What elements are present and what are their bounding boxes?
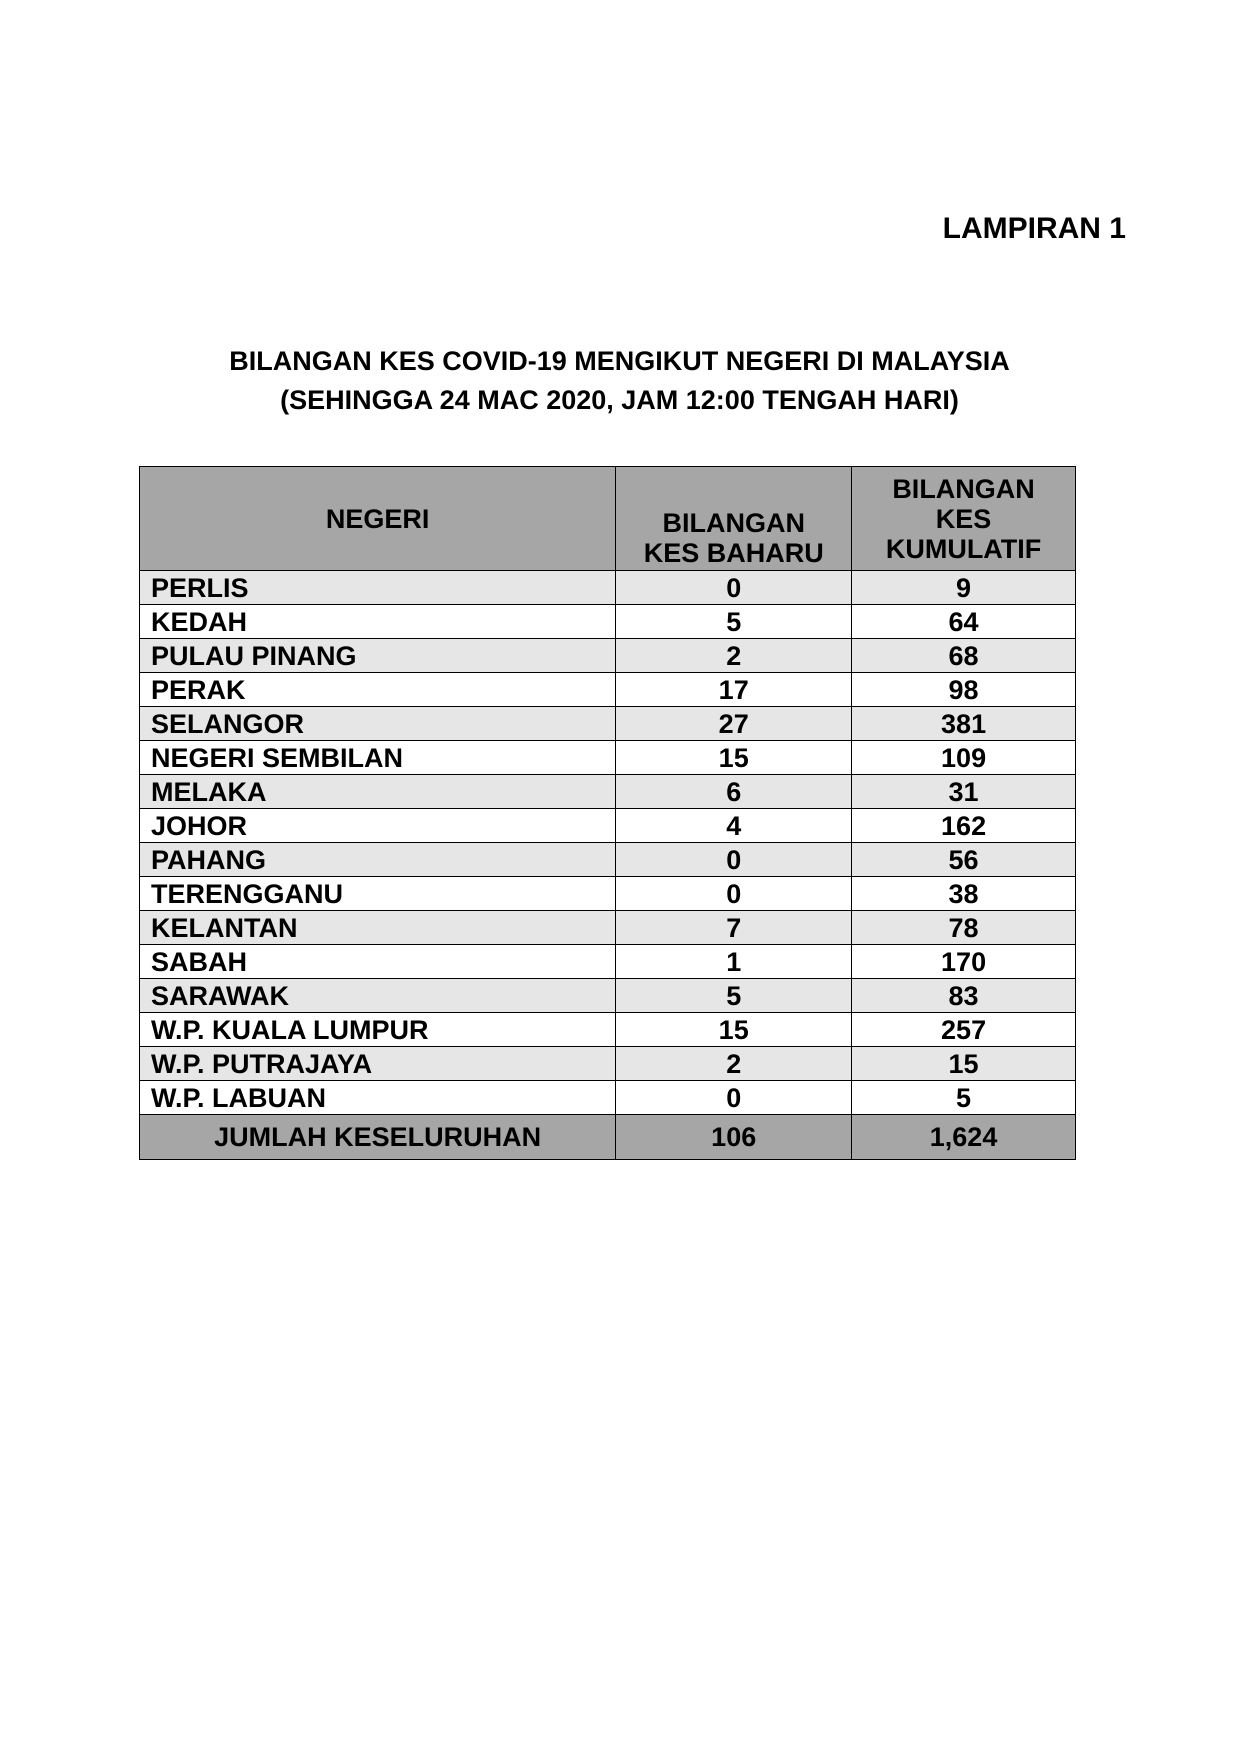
cumulative-cases-cell: 15 [851,1046,1076,1081]
table-row: PAHANG 0 56 [138,842,1076,877]
state-cell: PAHANG [138,842,617,877]
table-row: PERAK 17 98 [138,672,1076,707]
cumulative-cases-cell: 78 [851,910,1076,945]
table-row: PERLIS 0 9 [138,570,1076,605]
document-title: BILANGAN KES COVID-19 MENGIKUT NEGERI DI… [229,346,1010,376]
new-cases-cell: 27 [615,706,853,741]
table-row: NEGERI SEMBILAN 15 109 [138,740,1076,775]
cumulative-cases-cell: 381 [851,706,1076,741]
new-cases-cell: 1 [615,944,853,979]
cumulative-cases-cell: 9 [851,570,1076,605]
table-row: KEDAH 5 64 [138,604,1076,639]
cases-by-state-table: NEGERI BILANGAN KES BAHARU BILANGAN KES … [138,466,1076,1160]
table-row: SARAWAK 5 83 [138,978,1076,1013]
document-subtitle: (SEHINGGA 24 MAC 2020, JAM 12:00 TENGAH … [280,385,959,415]
table-row: W.P. KUALA LUMPUR 15 257 [138,1012,1076,1047]
new-cases-cell: 2 [615,638,853,673]
total-new-cases: 106 [615,1114,853,1160]
annex-label: LAMPIRAN 1 [942,212,1126,245]
new-cases-cell: 7 [615,910,853,945]
total-cumulative-cases: 1,624 [851,1114,1076,1160]
state-cell: JOHOR [138,808,617,843]
state-cell: PERAK [138,672,617,707]
state-cell: W.P. PUTRAJAYA [138,1046,617,1081]
total-row: JUMLAH KESELURUHAN 106 1,624 [138,1114,1076,1160]
table-row: TERENGGANU 0 38 [138,876,1076,911]
new-cases-cell: 0 [615,1080,853,1115]
new-cases-cell: 5 [615,604,853,639]
state-cell: NEGERI SEMBILAN [138,740,617,775]
header-new-cases-text: BILANGAN KES BAHARU [643,508,824,568]
new-cases-cell: 6 [615,774,853,809]
state-cell: SELANGOR [138,706,617,741]
header-state: NEGERI [138,466,617,571]
cumulative-cases-cell: 38 [851,876,1076,911]
cumulative-cases-cell: 170 [851,944,1076,979]
table-row: SABAH 1 170 [138,944,1076,979]
state-cell: MELAKA [138,774,617,809]
table-row: W.P. PUTRAJAYA 2 15 [138,1046,1076,1081]
cumulative-cases-cell: 109 [851,740,1076,775]
table-row: W.P. LABUAN 0 5 [138,1080,1076,1115]
state-cell: W.P. KUALA LUMPUR [138,1012,617,1047]
table-row: MELAKA 6 31 [138,774,1076,809]
state-cell: SARAWAK [138,978,617,1013]
cumulative-cases-cell: 5 [851,1080,1076,1115]
new-cases-cell: 0 [615,570,853,605]
header-cumulative-cases: BILANGAN KES KUMULATIF [851,466,1076,571]
state-cell: PULAU PINANG [138,638,617,673]
state-cell: SABAH [138,944,617,979]
table-row: JOHOR 4 162 [138,808,1076,843]
new-cases-cell: 5 [615,978,853,1013]
new-cases-cell: 2 [615,1046,853,1081]
new-cases-cell: 4 [615,808,853,843]
total-label: JUMLAH KESELURUHAN [138,1114,617,1160]
cumulative-cases-cell: 98 [851,672,1076,707]
new-cases-cell: 0 [615,876,853,911]
new-cases-cell: 0 [615,842,853,877]
cumulative-cases-cell: 64 [851,604,1076,639]
header-new-cases: BILANGAN KES BAHARU [615,466,853,571]
cumulative-cases-cell: 31 [851,774,1076,809]
state-cell: TERENGGANU [138,876,617,911]
cumulative-cases-cell: 83 [851,978,1076,1013]
table-row: SELANGOR 27 381 [138,706,1076,741]
cumulative-cases-cell: 68 [851,638,1076,673]
header-row: NEGERI BILANGAN KES BAHARU BILANGAN KES … [138,466,1076,571]
state-cell: PERLIS [138,570,617,605]
state-cell: W.P. LABUAN [138,1080,617,1115]
cumulative-cases-cell: 162 [851,808,1076,843]
new-cases-cell: 17 [615,672,853,707]
state-cell: KEDAH [138,604,617,639]
cumulative-cases-cell: 56 [851,842,1076,877]
table-row: KELANTAN 7 78 [138,910,1076,945]
table-row: PULAU PINANG 2 68 [138,638,1076,673]
new-cases-cell: 15 [615,1012,853,1047]
cumulative-cases-cell: 257 [851,1012,1076,1047]
state-cell: KELANTAN [138,910,617,945]
header-cumulative-text: BILANGAN KES KUMULATIF [885,473,1042,564]
new-cases-cell: 15 [615,740,853,775]
